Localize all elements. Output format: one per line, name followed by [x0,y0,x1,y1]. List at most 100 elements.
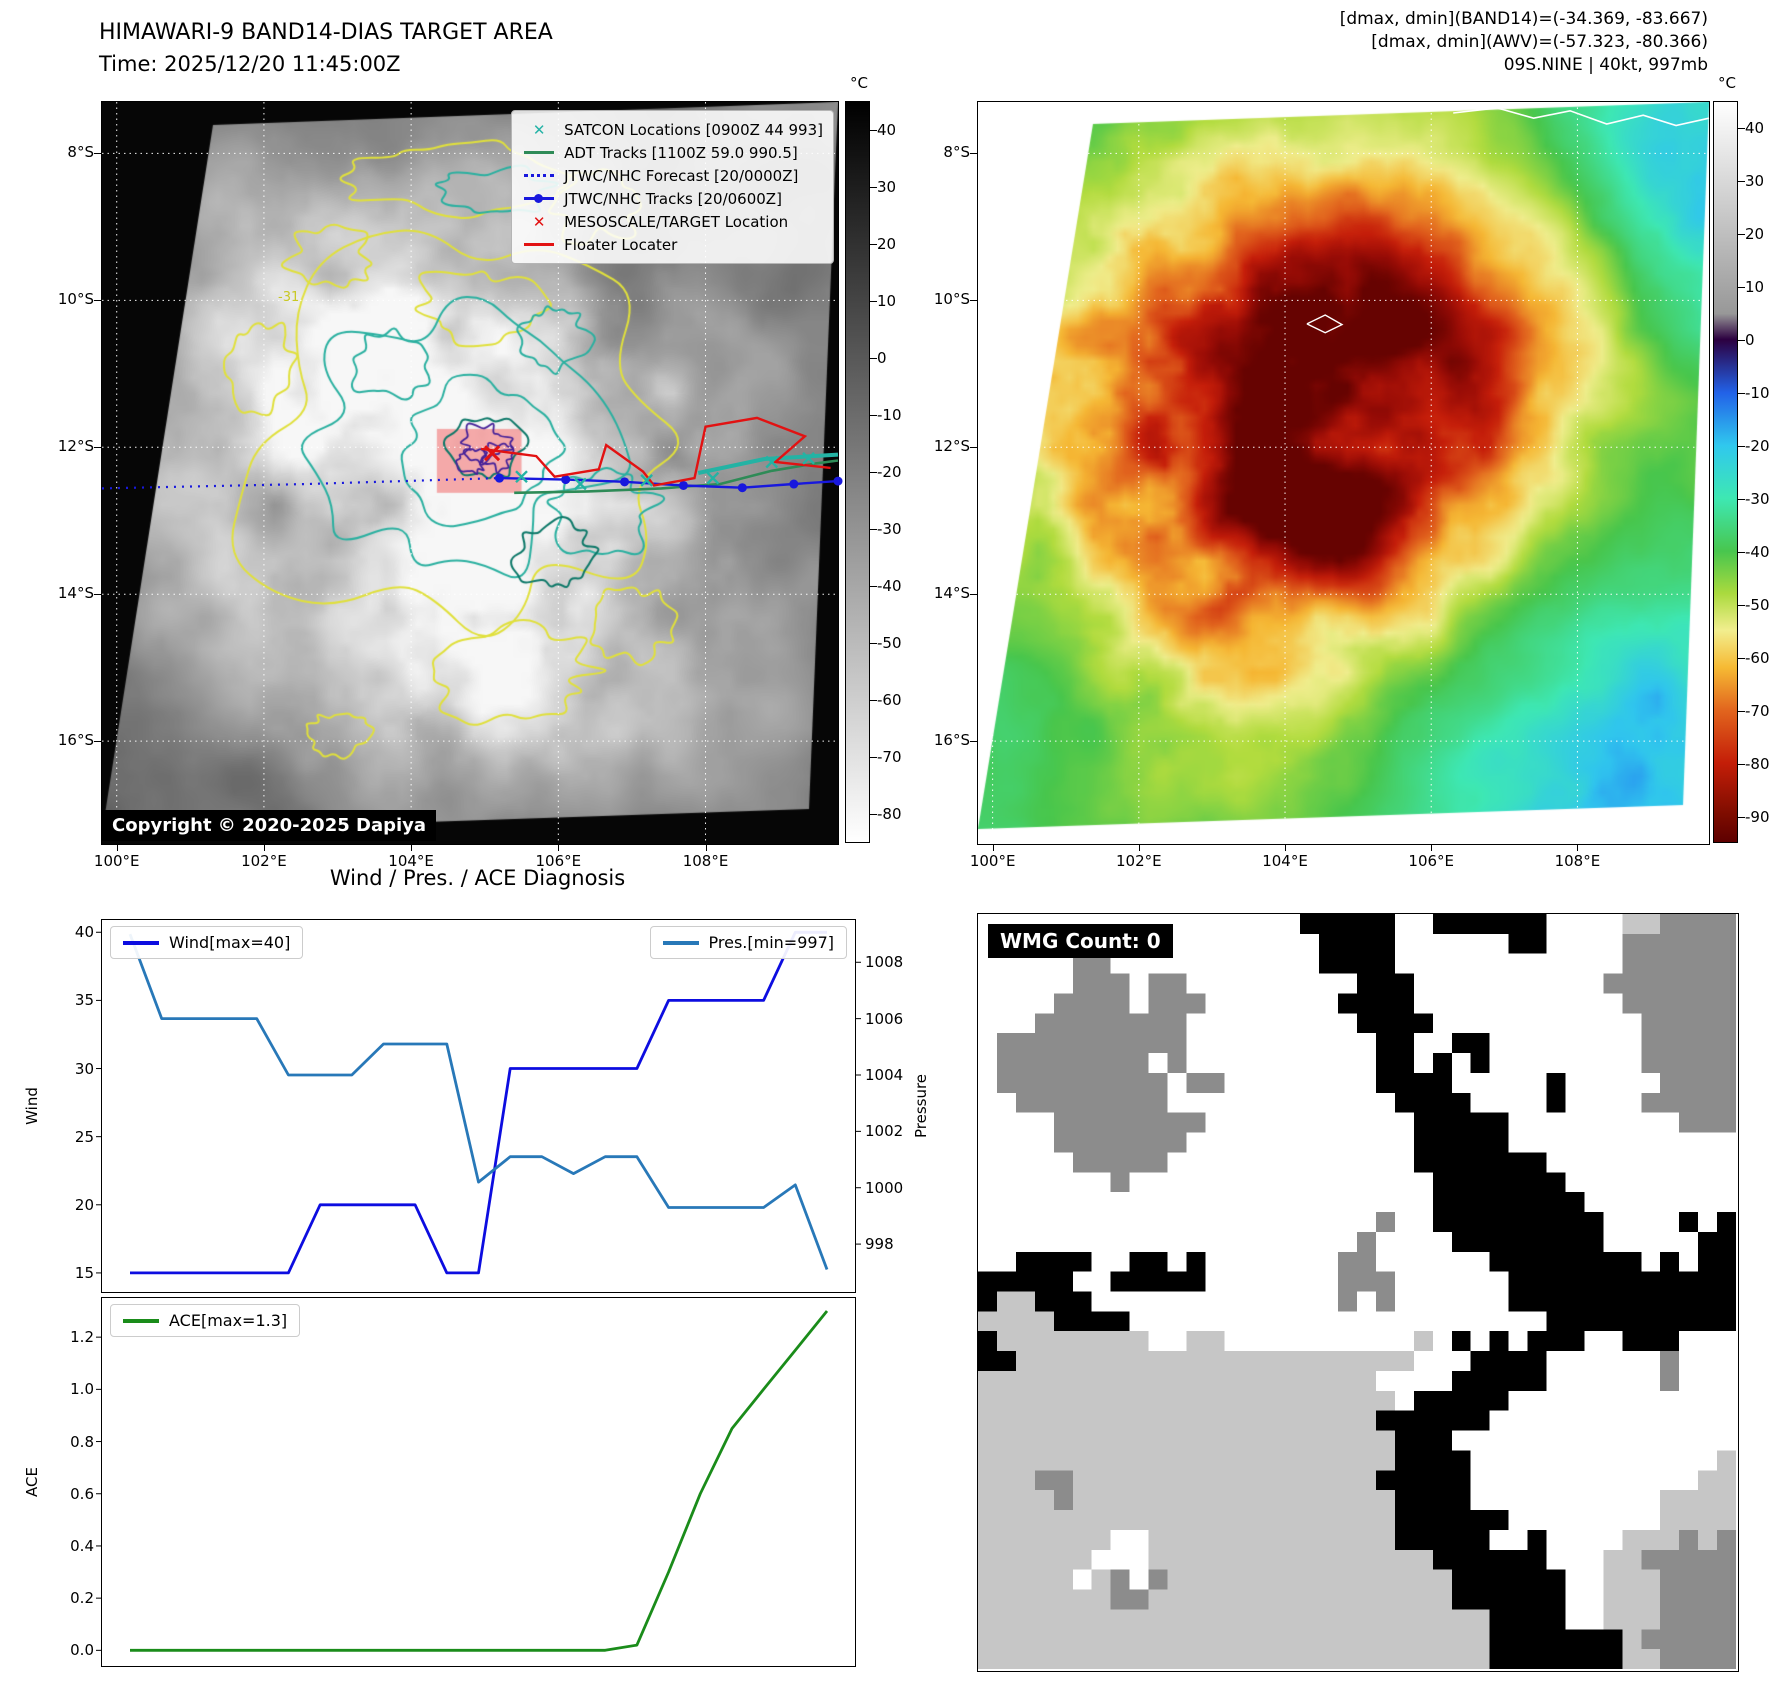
x-tick-mark [116,844,118,851]
colorbar-tick-label: 30 [877,177,897,196]
y-tick-label: 12°S [57,437,94,456]
colorbar-gradient [845,101,870,843]
colorbar-tick-label: -40 [1745,542,1770,561]
jtwc-track-point [678,480,688,490]
colorbar-tick-label: -60 [877,691,902,710]
colorbar-tick-mark [870,757,877,759]
colorbar-tick-mark [1738,286,1745,288]
adt-track-secondary [697,452,839,475]
wind-pressure-plot [96,930,861,1275]
x-tick-label: 104°E [1262,852,1308,870]
colorbar-tick-mark [1738,180,1745,182]
jtwc-track-point [561,475,571,485]
y-tick-label: 16°S [933,731,970,750]
wind-line-sample [123,940,159,945]
mesoscale-target-marker [484,445,501,462]
legend-marker-line-dot [522,194,556,203]
satcon-marker [640,473,653,487]
y-tick-mark [94,153,101,155]
legend-item: Floater Locater [522,233,823,256]
y-tick-label: 1.2 [70,1328,94,1347]
map-overlay-left [101,102,843,844]
legend-label: SATCON Locations [0900Z 44 993] [564,120,823,139]
dmax-dmin-awv-text: [dmax, dmin](AWV)=(-57.323, -80.366) [1371,32,1708,52]
colorbar-tick-mark [1738,233,1745,235]
legend-marker-x: ✕ [532,120,546,139]
y-tick-label: 0.2 [70,1589,94,1608]
colorbar-tick-label: 20 [877,234,897,253]
colorbar-tick-label: -90 [1745,807,1770,826]
x-tick-label: 108°E [1554,852,1601,870]
legend-item: ✕ SATCON Locations [0900Z 44 993] [522,118,823,141]
colorbar-tick-mark [1738,339,1745,341]
legend-item: ADT Tracks [1100Z 59.0 990.5] [522,141,823,164]
island-outline [1306,314,1344,334]
satcon-marker [515,470,528,484]
jtwc-track-point [789,479,799,489]
y-tick-label: 10°S [57,290,94,309]
wmg-panel: WMG Count: 0 [977,913,1739,1672]
y2-axis-label: Pressure [912,1073,930,1139]
x-tick-label: 106°E [1408,852,1455,870]
colorbar-tick-label: 20 [1745,224,1765,243]
legend-line [524,174,555,177]
x-tick-label: 108°E [682,852,729,870]
copyright-badge: Copyright © 2020-2025 Dapiya [102,810,437,841]
series-line [128,933,829,1270]
series-line [130,930,827,1275]
ace-legend-label: ACE[max=1.3] [169,1311,288,1330]
wind-legend: Wind[max=40] [110,926,304,959]
pressure-line-sample [662,940,699,945]
legend-line [524,243,555,246]
colorbar-tick-label: -10 [877,405,902,424]
y-tick-label: 1.0 [70,1380,94,1399]
colorbar-tick-label: -60 [1745,648,1770,667]
legend-line [524,151,555,154]
colorbar-tick-label: -20 [877,463,902,481]
legend-item: JTWC/NHC Forecast [20/0000Z] [522,164,823,187]
legend-marker-dotted [522,174,556,177]
y-tick-label: 8°S [67,143,94,162]
x-tick-mark [1285,844,1287,851]
y2-tick-label: 1002 [865,1122,904,1141]
colorbar-tick-label: -50 [877,634,902,653]
colorbar-unit-label: °C [850,74,868,92]
legend-label: Floater Locater [564,235,678,254]
y-tick-mark [970,741,977,743]
y-axis-label: Wind [23,1087,41,1125]
colorbar-tick-mark [870,700,877,702]
colorbar-tick-mark [870,643,877,645]
colorbar-tick-label: -80 [877,805,902,824]
y-tick-label: 0.0 [70,1641,94,1660]
x-tick-label: 106°E [535,852,582,870]
satcon-marker [765,455,779,469]
y-tick-label: 16°S [57,731,94,750]
legend-label: JTWC/NHC Tracks [20/0600Z] [564,189,782,208]
wmg-count-badge: WMG Count: 0 [988,924,1173,958]
satellite-map-enhanced-ir: 100°E 102°E 104°E 106°E 108°E 8°S 10°S 12°S 14°S… [934,101,1710,870]
pressure-legend-label: Pres.[min=997] [708,933,834,952]
jtwc-track-point [620,477,630,487]
x-tick-label: 100°E [93,852,140,870]
legend-marker-line [522,151,556,154]
colorbar-tick-label: 40 [1745,118,1765,137]
colorbar-tick-mark [1738,445,1745,447]
x-tick-mark [1577,844,1579,851]
colorbar-unit-label: °C [1718,74,1736,92]
adt-track [514,459,839,495]
satcon-marker [574,477,587,491]
y2-tick-label: 1006 [865,1009,904,1028]
legend-label: ADT Tracks [1100Z 59.0 990.5] [564,143,798,162]
x-tick-mark [411,844,413,851]
legend-label: JTWC/NHC Forecast [20/0000Z] [564,166,799,185]
y-tick-label: 0.4 [70,1536,94,1555]
y-tick-mark [970,447,977,449]
colorbar-tick-mark [1738,657,1745,659]
colorbar-tick-mark [870,586,877,588]
panel-tl-subtitle: Time: 2025/12/20 11:45:00Z [99,52,401,76]
colorbar-tick-label: 0 [877,348,887,367]
ace-legend: ACE[max=1.3] [110,1304,301,1337]
legend-marker-line [522,243,556,246]
y-tick-mark [94,300,101,302]
pressure-legend: Pres.[min=997] [649,926,847,959]
